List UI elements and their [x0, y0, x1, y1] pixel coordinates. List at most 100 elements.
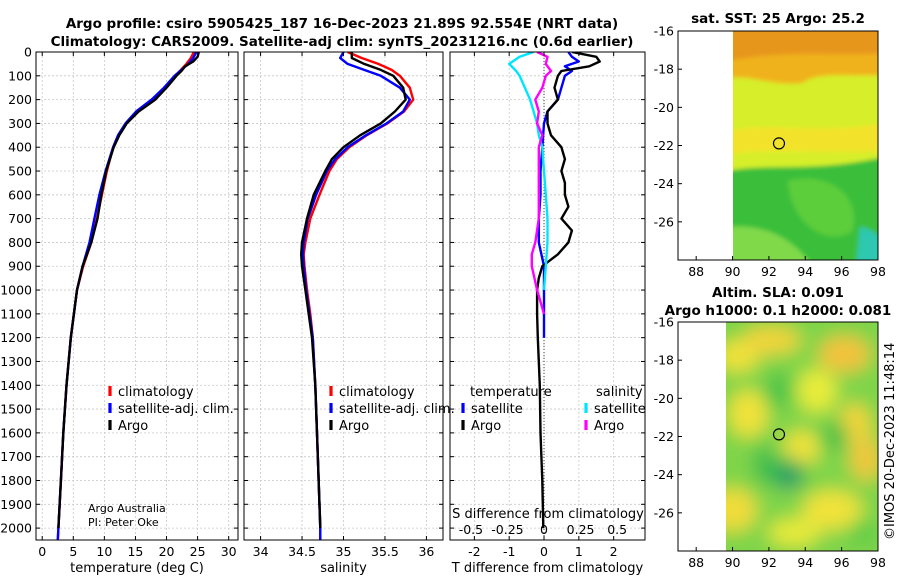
s-tick-label: -0.25	[491, 522, 523, 537]
x-tick-label: 92	[761, 264, 777, 279]
x-tick-label: 34.5	[288, 544, 316, 559]
y-tick-label: 200	[8, 92, 32, 107]
legend-satellite-clim-label: satellite-adj. clim.	[118, 402, 234, 417]
sla_map-field	[726, 322, 878, 551]
argo-float-marker	[772, 137, 786, 150]
argo-float-marker	[772, 428, 786, 441]
title-line-2: Climatology: CARS2009. Satellite-adj cli…	[51, 34, 634, 50]
y-tick-label: -18	[654, 62, 674, 77]
sst_map-field	[733, 31, 878, 260]
salinity-panel: 34 34.5 35 35.5 36 salinity climatology satelli…	[243, 51, 455, 576]
y-tick-label: 1000	[0, 283, 32, 298]
salinity-x-axis-label: salinity	[320, 561, 367, 576]
s-tick-label: -0.5	[459, 522, 483, 537]
y-tick-label: -26	[654, 214, 674, 229]
y-tick-label: 300	[8, 116, 32, 131]
sla_map-subtitle: Argo h1000: 0.1 h2000: 0.081	[665, 303, 892, 319]
legend-climatology-label: climatology	[118, 385, 194, 400]
x-tick-label: 88	[688, 264, 704, 279]
s-tick-label: 0	[540, 522, 548, 537]
differences-series-temperature-argo	[535, 52, 601, 529]
x-tick-label: 90	[725, 264, 741, 279]
sla_map: 88 90 92 94 96 98 -16 -18 -20 -22 -24 -26 Altim. SLA…	[654, 285, 892, 570]
y-tick-label: -18	[654, 353, 674, 368]
x-tick-label: 1	[575, 544, 583, 559]
y-tick-label: -24	[654, 467, 674, 482]
x-tick-label: 96	[834, 264, 850, 279]
x-tick-label: 36	[418, 544, 434, 559]
x-tick-label: 15	[127, 544, 143, 559]
temperature-axes-frame	[35, 51, 239, 541]
legend-climatology-label: climatology	[339, 385, 415, 400]
y-tick-label: 2000	[0, 521, 32, 536]
differences-axes-frame	[449, 51, 646, 541]
x-tick-label: -2	[468, 544, 480, 559]
y-tick-label: 800	[8, 235, 32, 250]
y-tick-label: 700	[8, 211, 32, 226]
temperature-x-axis-label: temperature (deg C)	[70, 561, 204, 576]
y-tick-label: 1400	[0, 378, 32, 393]
y-tick-label: 900	[8, 259, 32, 274]
y-tick-label: 1500	[0, 402, 32, 417]
temperature-series-argo	[57, 52, 200, 529]
y-tick-label: 1600	[0, 425, 32, 440]
differences-x-axis-label: T difference from climatology	[451, 561, 644, 576]
y-tick-label: -22	[654, 429, 674, 444]
legend-satellite-clim-label: satellite-adj. clim.	[339, 402, 455, 417]
x-tick-label: 96	[834, 555, 850, 570]
map-panels: 88 90 92 94 96 98 -16 -18 -20 -22 -24 -26 sat. SST: …	[654, 11, 892, 570]
s-tick-label: 0.25	[567, 522, 595, 537]
x-tick-label: 30	[221, 544, 237, 559]
y-tick-label: 100	[8, 68, 32, 83]
y-tick-label: 500	[8, 164, 32, 179]
x-tick-label: 20	[159, 544, 175, 559]
y-tick-label: 0	[24, 45, 32, 60]
y-tick-label: 600	[8, 187, 32, 202]
x-tick-label: 10	[96, 544, 112, 559]
differences-panel: -2 -1 0 1 2 T difference from climatology temp…	[449, 51, 646, 576]
y-tick-label: -16	[654, 24, 674, 39]
x-tick-label: 98	[870, 264, 886, 279]
y-tick-label: -20	[654, 391, 674, 406]
salinity-legend: climatology satellite-adj. clim. Argo	[329, 385, 455, 434]
y-tick-label: 1800	[0, 473, 32, 488]
differences-legend: temperature salinity satellite Argo satellit…	[461, 385, 646, 434]
x-tick-label: 35.5	[371, 544, 399, 559]
x-tick-label: 25	[190, 544, 206, 559]
x-tick-label: 0	[38, 544, 46, 559]
y-tick-label: -16	[654, 315, 674, 330]
y-tick-label: 1700	[0, 449, 32, 464]
legend-argo-label: Argo	[118, 419, 148, 434]
x-tick-label: 2	[610, 544, 618, 559]
x-tick-label: 98	[870, 555, 886, 570]
credit-org: Argo Australia	[88, 502, 166, 515]
y-tick-label: 1300	[0, 354, 32, 369]
x-tick-label: 34	[253, 544, 269, 559]
x-tick-label: -1	[503, 544, 515, 559]
y-tick-label: -26	[654, 505, 674, 520]
y-tick-label: 1900	[0, 497, 32, 512]
x-tick-label: 88	[688, 555, 704, 570]
legend-argo-label: Argo	[339, 419, 369, 434]
legend-temp-satellite-label: satellite	[471, 402, 523, 417]
x-tick-label: 94	[797, 555, 813, 570]
legend-title-temperature: temperature	[470, 385, 552, 400]
sst_map-title: sat. SST: 25 Argo: 25.2	[691, 11, 865, 27]
y-tick-label: 1100	[0, 306, 32, 321]
temperature-legend: climatology satellite-adj. clim. Argo	[108, 385, 234, 434]
differences-series-salinity-argo	[530, 52, 553, 315]
timestamp-footer: ©IMOS 20-Dec-2023 11:48:14	[883, 343, 898, 540]
salinity-series-argo	[300, 52, 407, 529]
x-tick-label: 92	[761, 555, 777, 570]
x-tick-label: 0	[540, 544, 548, 559]
temperature-series-satellite-adj-clim-	[56, 52, 198, 540]
y-tick-label: -24	[654, 176, 674, 191]
temperature-panel: 0 5 10 15 20 25 30 temperature (deg C) 0 100 200 30…	[0, 45, 239, 576]
credit-pi: PI: Peter Oke	[88, 516, 159, 529]
x-tick-label: 35	[336, 544, 352, 559]
x-tick-label: 90	[725, 555, 741, 570]
s-difference-axis-label: S difference from climatology	[452, 507, 644, 522]
x-tick-label: 5	[69, 544, 77, 559]
